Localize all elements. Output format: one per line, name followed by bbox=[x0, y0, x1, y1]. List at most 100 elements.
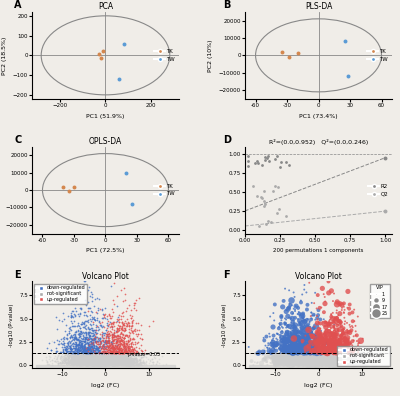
Point bbox=[318, 345, 324, 352]
Point bbox=[70, 348, 77, 355]
Point bbox=[323, 362, 329, 369]
Point bbox=[76, 347, 83, 354]
Point bbox=[293, 357, 300, 364]
Point bbox=[86, 341, 92, 348]
Point bbox=[83, 329, 89, 335]
Point bbox=[88, 356, 94, 362]
Point bbox=[343, 343, 349, 350]
Point bbox=[89, 328, 96, 334]
Point bbox=[330, 324, 336, 330]
Point bbox=[347, 348, 353, 355]
Point bbox=[64, 357, 71, 363]
Point bbox=[324, 344, 330, 350]
Point bbox=[280, 345, 287, 351]
Point bbox=[283, 337, 290, 344]
Point bbox=[58, 353, 64, 359]
Point bbox=[92, 327, 98, 333]
Point bbox=[314, 355, 321, 362]
Point bbox=[135, 339, 142, 345]
Point bbox=[307, 355, 313, 362]
Point bbox=[74, 350, 81, 356]
Point bbox=[109, 351, 115, 357]
Point bbox=[136, 326, 142, 333]
Point bbox=[333, 350, 340, 356]
Point bbox=[102, 362, 109, 368]
Point bbox=[286, 358, 293, 365]
Point bbox=[308, 335, 314, 341]
Point bbox=[89, 355, 95, 362]
Point bbox=[73, 327, 79, 334]
Point bbox=[111, 333, 117, 339]
Point bbox=[256, 223, 262, 229]
Point bbox=[130, 358, 137, 365]
Text: E: E bbox=[14, 270, 21, 280]
Point bbox=[76, 341, 82, 347]
Point bbox=[329, 356, 335, 363]
Point bbox=[122, 353, 128, 359]
Point bbox=[328, 329, 334, 336]
Point bbox=[92, 351, 98, 357]
Point bbox=[298, 297, 304, 304]
Point bbox=[54, 348, 61, 354]
Point bbox=[102, 358, 109, 364]
Point bbox=[273, 355, 279, 361]
Point bbox=[124, 360, 131, 366]
Point bbox=[284, 352, 290, 358]
Point bbox=[66, 359, 72, 366]
Point bbox=[278, 357, 284, 364]
Point bbox=[109, 354, 116, 361]
Point bbox=[333, 353, 340, 359]
Point bbox=[303, 326, 309, 332]
Point bbox=[295, 359, 302, 366]
Point bbox=[315, 354, 321, 361]
Point bbox=[291, 335, 297, 341]
Point bbox=[119, 350, 125, 356]
Point bbox=[108, 350, 114, 356]
Point bbox=[290, 352, 296, 358]
Point bbox=[75, 357, 82, 364]
Point bbox=[301, 328, 307, 335]
Point bbox=[78, 348, 84, 355]
Point bbox=[309, 349, 316, 356]
Point bbox=[91, 358, 98, 365]
Point bbox=[303, 289, 310, 295]
Point bbox=[323, 348, 329, 354]
Point bbox=[320, 356, 326, 362]
Point bbox=[82, 347, 88, 353]
Point bbox=[306, 344, 312, 350]
Point bbox=[96, 343, 103, 349]
Point bbox=[78, 354, 85, 360]
Point bbox=[333, 356, 339, 363]
Point bbox=[95, 341, 101, 347]
Point bbox=[120, 352, 126, 359]
Point bbox=[304, 352, 311, 359]
Point bbox=[98, 333, 105, 339]
Point bbox=[344, 336, 351, 343]
Point bbox=[123, 331, 130, 338]
Point bbox=[321, 360, 328, 366]
Point bbox=[100, 354, 106, 360]
Point bbox=[268, 349, 274, 356]
Point bbox=[285, 349, 292, 355]
Point bbox=[105, 344, 112, 350]
Point bbox=[90, 354, 96, 360]
Point bbox=[332, 354, 339, 361]
Point bbox=[88, 352, 94, 358]
Point bbox=[284, 349, 291, 355]
Point bbox=[102, 359, 108, 366]
Point bbox=[331, 356, 338, 362]
Point bbox=[326, 354, 332, 361]
Point bbox=[60, 352, 66, 359]
Point bbox=[342, 358, 349, 365]
Point bbox=[89, 343, 96, 349]
Point bbox=[114, 338, 120, 344]
Point bbox=[112, 358, 118, 365]
Point bbox=[98, 355, 105, 361]
Point bbox=[80, 354, 87, 360]
Point bbox=[340, 335, 347, 342]
Point bbox=[290, 359, 296, 365]
Point bbox=[84, 344, 91, 350]
Point bbox=[310, 360, 316, 367]
Point bbox=[63, 356, 70, 362]
Point bbox=[299, 349, 306, 356]
